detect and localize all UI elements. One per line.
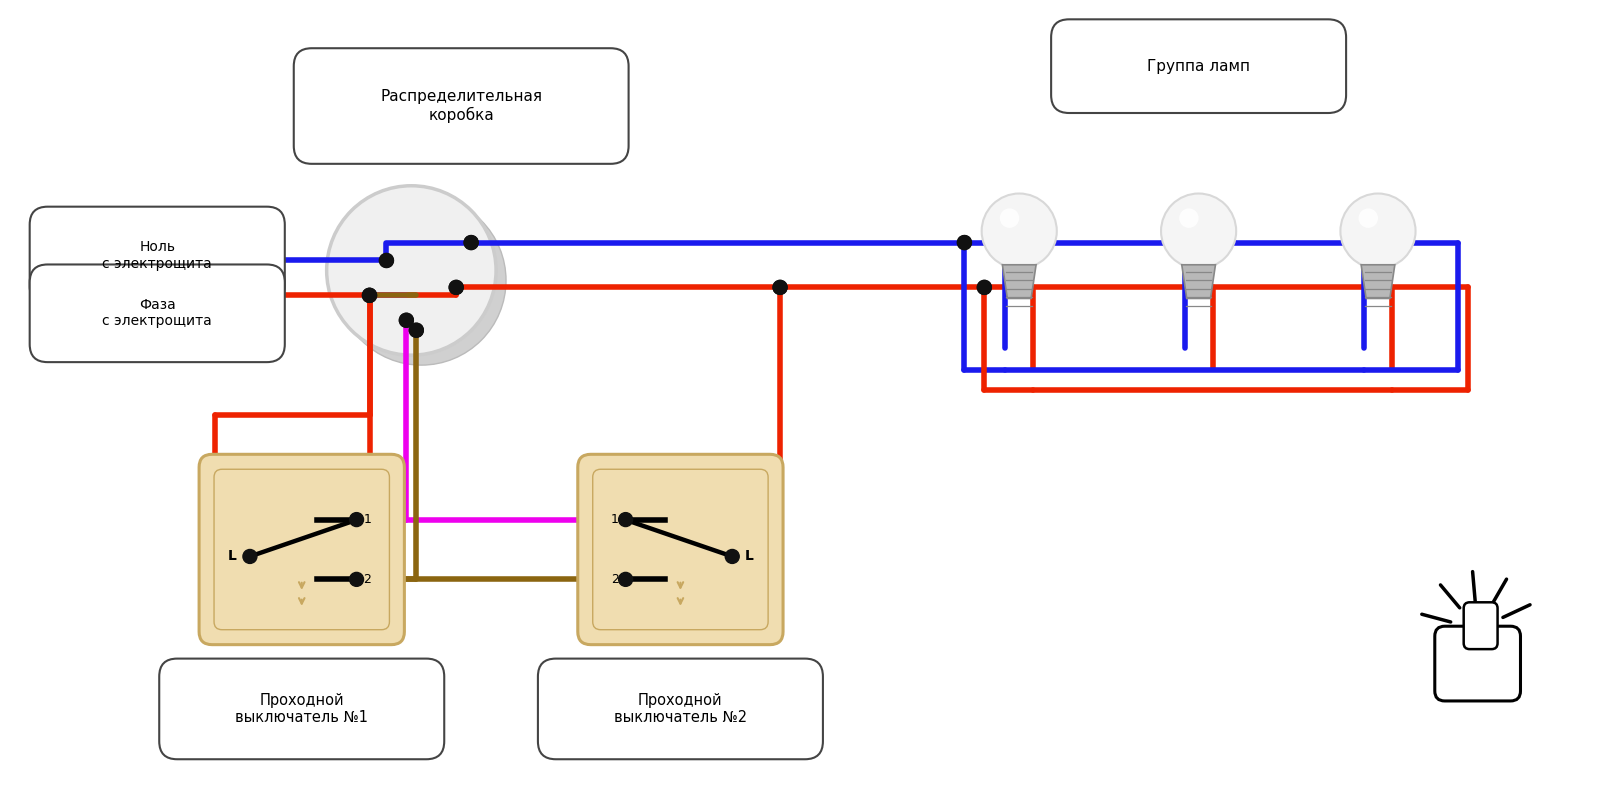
Circle shape [957,235,971,250]
Circle shape [400,314,413,327]
Text: Фаза
с электрощита: Фаза с электрощита [102,298,213,329]
Circle shape [326,186,496,355]
Circle shape [349,513,363,526]
Polygon shape [1002,265,1037,298]
Text: 2: 2 [363,573,371,586]
FancyBboxPatch shape [1464,602,1498,649]
FancyBboxPatch shape [538,658,822,759]
Polygon shape [1182,265,1216,298]
Circle shape [978,281,992,294]
Circle shape [1162,194,1237,269]
FancyBboxPatch shape [1051,19,1346,113]
Text: Группа ламп: Группа ламп [1147,58,1250,74]
FancyBboxPatch shape [592,470,768,630]
Circle shape [450,281,462,294]
FancyBboxPatch shape [30,206,285,304]
Circle shape [379,254,394,267]
Circle shape [619,513,632,526]
Circle shape [363,288,376,302]
Text: L: L [746,550,754,563]
Text: Распределительная
коробка: Распределительная коробка [381,89,542,123]
Circle shape [379,254,394,267]
Circle shape [725,550,739,563]
FancyBboxPatch shape [160,658,445,759]
FancyBboxPatch shape [578,454,782,645]
Circle shape [410,323,424,338]
Circle shape [450,281,462,294]
Circle shape [336,196,506,365]
Circle shape [1358,209,1378,228]
FancyBboxPatch shape [198,454,405,645]
Circle shape [464,235,478,250]
Circle shape [1179,209,1198,228]
FancyBboxPatch shape [30,265,285,362]
Circle shape [978,281,992,294]
Text: Ноль
с электрощита: Ноль с электрощита [102,241,213,270]
Circle shape [349,572,363,586]
Polygon shape [1362,265,1395,298]
Circle shape [464,235,478,250]
Circle shape [400,314,413,327]
Circle shape [243,550,258,563]
FancyBboxPatch shape [1435,626,1520,701]
Text: 1: 1 [363,513,371,526]
Circle shape [1000,209,1019,228]
Circle shape [619,572,632,586]
Text: 2: 2 [611,573,619,586]
Circle shape [773,281,787,294]
Circle shape [773,281,787,294]
Circle shape [957,235,971,250]
Circle shape [363,288,376,302]
Text: Проходной
выключатель №1: Проходной выключатель №1 [235,693,368,725]
Text: 1: 1 [611,513,619,526]
Circle shape [982,194,1058,269]
Circle shape [410,323,424,338]
FancyBboxPatch shape [214,470,389,630]
FancyBboxPatch shape [294,48,629,164]
Text: Проходной
выключатель №2: Проходной выключатель №2 [614,693,747,725]
Circle shape [363,288,376,302]
Text: L: L [229,550,237,563]
Circle shape [1341,194,1416,269]
